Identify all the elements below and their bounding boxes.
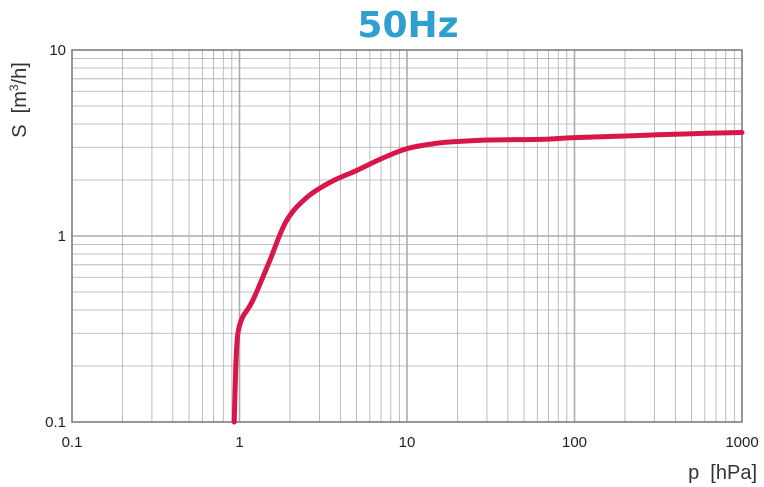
- y-axis-label-main: S [m: [9, 91, 31, 138]
- tick-labels: 0.1 1 10 100 1000 0.1 1 10: [45, 42, 759, 451]
- x-axis-label: p [hPa]: [688, 462, 757, 484]
- x-tick-label: 100: [562, 434, 587, 451]
- plot-area: [71, 49, 743, 423]
- y-tick-label: 1: [58, 228, 66, 245]
- y-axis-label: S [m3/h]: [7, 62, 31, 138]
- y-axis-label-tail: /h]: [9, 62, 31, 84]
- x-tick-label: 1000: [725, 434, 758, 451]
- x-tick-label: 10: [399, 434, 416, 451]
- chart-title: 50Hz: [357, 5, 458, 46]
- y-tick-label: 0.1: [45, 414, 66, 431]
- grid: [72, 50, 742, 422]
- y-axis-label-sup: 3: [7, 84, 21, 91]
- series-line: [231, 130, 745, 425]
- y-tick-label: 10: [49, 42, 66, 59]
- x-tick-label: 0.1: [62, 434, 83, 451]
- x-tick-label: 1: [235, 434, 243, 451]
